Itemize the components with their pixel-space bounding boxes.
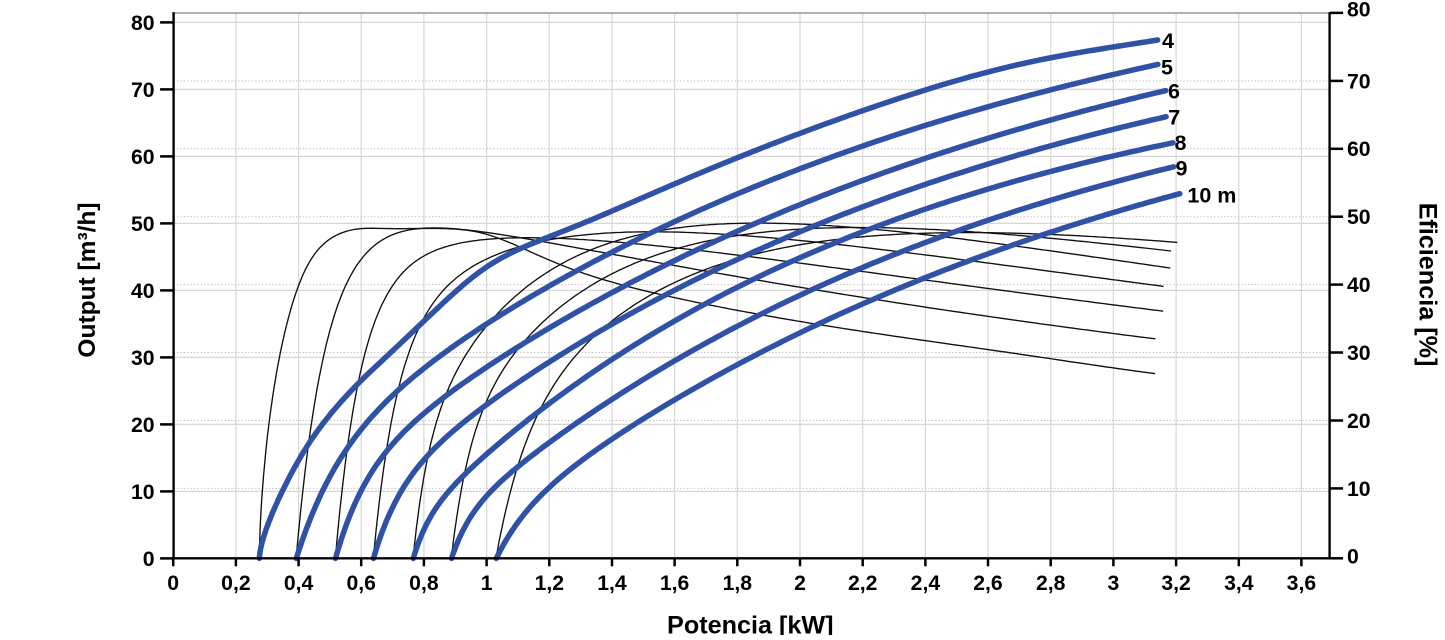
svg-text:3: 3 [1108,572,1120,595]
svg-text:2: 2 [794,572,806,595]
svg-text:0,4: 0,4 [284,572,314,595]
svg-text:20: 20 [1347,410,1371,433]
svg-text:7: 7 [1168,106,1180,130]
svg-text:80: 80 [1347,0,1371,22]
svg-text:0,8: 0,8 [409,572,439,595]
svg-text:10: 10 [131,481,155,504]
svg-text:50: 50 [131,213,155,236]
svg-text:40: 40 [1347,274,1371,297]
svg-text:1,6: 1,6 [660,572,690,595]
svg-text:80: 80 [131,12,155,35]
svg-text:Eficiencia [%]: Eficiencia [%] [1414,203,1442,367]
svg-text:70: 70 [1347,70,1371,93]
svg-text:0: 0 [1347,546,1359,569]
svg-text:30: 30 [1347,342,1371,365]
svg-text:10: 10 [1347,478,1371,501]
svg-text:Potencia [kW]: Potencia [kW] [667,612,834,636]
svg-text:9: 9 [1176,157,1188,181]
svg-text:0: 0 [167,572,179,595]
svg-text:2,2: 2,2 [848,572,877,595]
svg-text:8: 8 [1175,131,1187,155]
svg-text:40: 40 [131,280,155,303]
svg-text:30: 30 [131,347,155,370]
svg-text:2,6: 2,6 [973,572,1003,595]
svg-text:60: 60 [1347,138,1371,161]
svg-text:60: 60 [131,146,155,169]
svg-text:3,4: 3,4 [1224,572,1254,595]
svg-text:4: 4 [1162,29,1174,53]
svg-text:2,4: 2,4 [911,572,941,595]
svg-text:Output [m³/h]: Output [m³/h] [74,202,101,357]
svg-text:1,4: 1,4 [597,572,627,595]
svg-text:5: 5 [1161,55,1173,79]
svg-text:20: 20 [131,414,155,437]
svg-text:1,2: 1,2 [535,572,564,595]
svg-text:10 m: 10 m [1187,184,1236,208]
svg-text:70: 70 [131,79,155,102]
svg-text:0: 0 [143,548,155,571]
svg-text:3,6: 3,6 [1287,572,1317,595]
svg-text:6: 6 [1168,80,1180,104]
svg-text:3,2: 3,2 [1161,572,1190,595]
svg-text:50: 50 [1347,206,1371,229]
svg-text:1: 1 [481,572,493,595]
svg-text:1,8: 1,8 [723,572,753,595]
svg-text:2,8: 2,8 [1036,572,1066,595]
svg-text:0,2: 0,2 [221,572,250,595]
svg-text:0,6: 0,6 [346,572,376,595]
